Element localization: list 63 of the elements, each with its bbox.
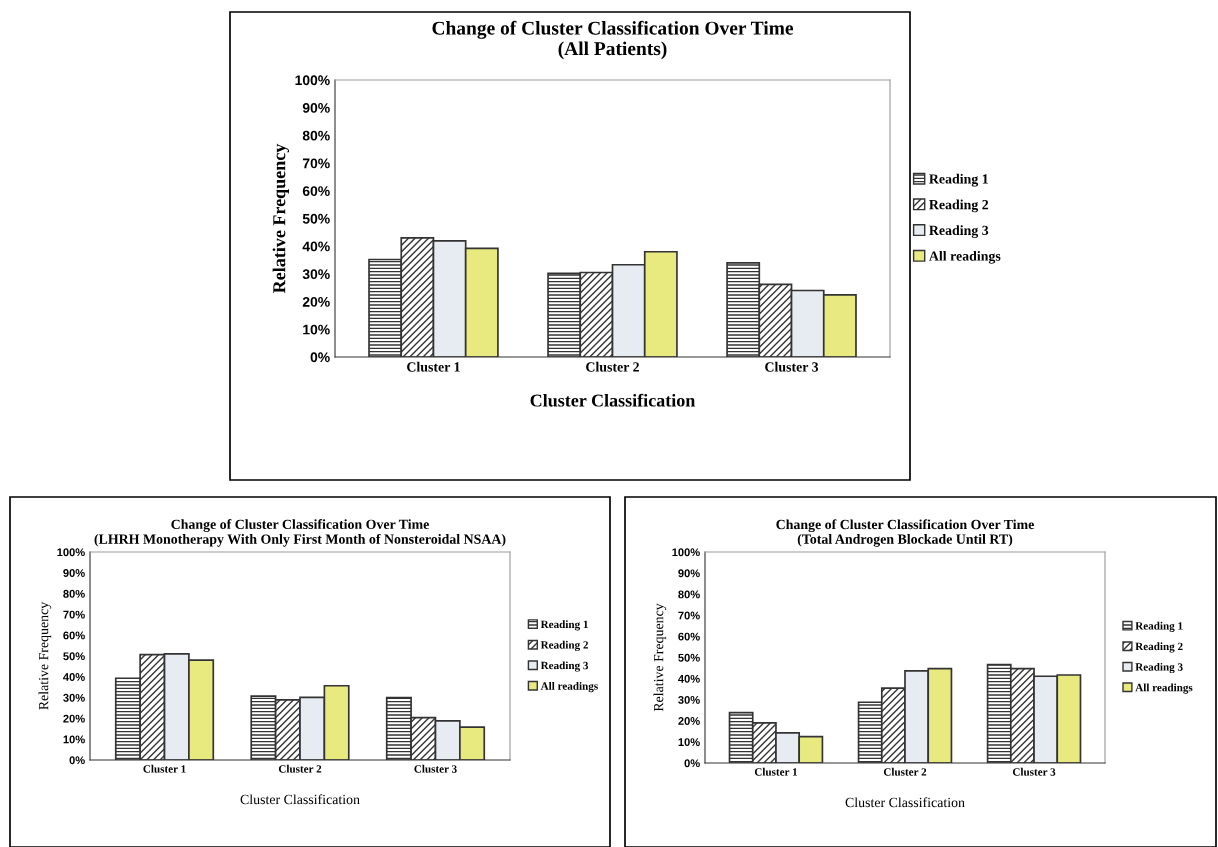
x-tick-label: Cluster 1: [407, 361, 460, 372]
y-tick-label: 10%: [63, 735, 85, 744]
y-tick-label: 10%: [678, 738, 700, 747]
legend-label: Reading 1: [540, 620, 588, 631]
legend-label: Reading 2: [1135, 642, 1183, 653]
legend-label: Reading 1: [929, 173, 988, 187]
legend-label: Reading 3: [929, 225, 989, 238]
y-axis-title: Relative Frequency: [38, 601, 52, 710]
y-tick-label: 20%: [302, 296, 330, 307]
x-tick-label: Cluster 1: [754, 767, 798, 776]
chart-title: Change of Cluster Classification Over Time (LHRH Monotherapy With Only First Month of Nonsteroidal NSAA): [94, 519, 506, 547]
legend-label: Reading 2: [929, 199, 989, 213]
y-tick-label: 60%: [63, 631, 85, 640]
y-tick-label: 40%: [302, 241, 330, 252]
y-tick-label: 0%: [69, 756, 85, 765]
x-axis-title: Cluster Classification: [240, 794, 360, 805]
y-tick-label: 100%: [672, 548, 700, 557]
x-tick-label: Cluster 1: [143, 764, 186, 773]
legend-label: All readings: [540, 681, 598, 693]
y-tick-label: 70%: [63, 610, 85, 619]
x-tick-label: Cluster 3: [414, 764, 457, 773]
y-tick-label: 30%: [63, 693, 85, 702]
y-axis-title: Relative Frequency: [653, 603, 667, 712]
y-tick-label: 100%: [57, 548, 85, 557]
y-tick-label: 0%: [310, 352, 330, 363]
chart-title: Change of Cluster Classification Over Time (All Patients): [432, 20, 794, 60]
y-tick-label: 40%: [63, 673, 85, 681]
chart-title: Change of Cluster Classification Over Time (Total Androgen Blockade Until RT): [776, 519, 1034, 547]
y-tick-label: 0%: [684, 759, 700, 768]
y-tick-label: 90%: [63, 569, 85, 577]
x-tick-label: Cluster 3: [765, 361, 819, 372]
x-tick-label: Cluster 2: [883, 767, 927, 776]
y-tick-label: 80%: [63, 589, 85, 598]
y-tick-label: 20%: [678, 717, 700, 725]
y-tick-label: 70%: [302, 158, 330, 169]
y-tick-label: 30%: [302, 269, 330, 280]
legend-label: Reading 1: [1135, 621, 1183, 632]
x-tick-label: Cluster 2: [586, 361, 639, 372]
x-axis-title: Cluster Classification: [530, 393, 696, 407]
y-tick-label: 50%: [63, 652, 85, 661]
legend-label: All readings: [929, 250, 1001, 264]
y-tick-label: 50%: [302, 213, 330, 224]
y-tick-label: 80%: [302, 130, 330, 141]
y-tick-label: 40%: [678, 674, 700, 683]
y-tick-label: 80%: [678, 590, 700, 599]
x-tick-label: Cluster 2: [278, 764, 322, 773]
legend-label: Reading 2: [540, 640, 588, 651]
y-tick-label: 20%: [63, 714, 85, 723]
x-axis-title: Cluster Classification: [845, 797, 965, 808]
y-tick-label: 70%: [678, 611, 700, 620]
y-tick-label: 10%: [303, 324, 330, 335]
legend-label: All readings: [1135, 683, 1193, 694]
y-axis-title: Relative Frequency: [272, 143, 290, 293]
legend-label: Reading 3: [540, 661, 589, 672]
y-tick-label: 60%: [302, 186, 330, 196]
y-tick-label: 90%: [302, 103, 330, 113]
x-tick-label: Cluster 3: [1012, 767, 1056, 776]
y-tick-label: 30%: [678, 695, 700, 704]
y-tick-label: 50%: [678, 653, 700, 662]
y-tick-label: 100%: [295, 75, 330, 86]
legend-label: Reading 3: [1135, 662, 1183, 674]
y-tick-label: 90%: [678, 569, 700, 578]
y-tick-label: 60%: [678, 632, 700, 641]
